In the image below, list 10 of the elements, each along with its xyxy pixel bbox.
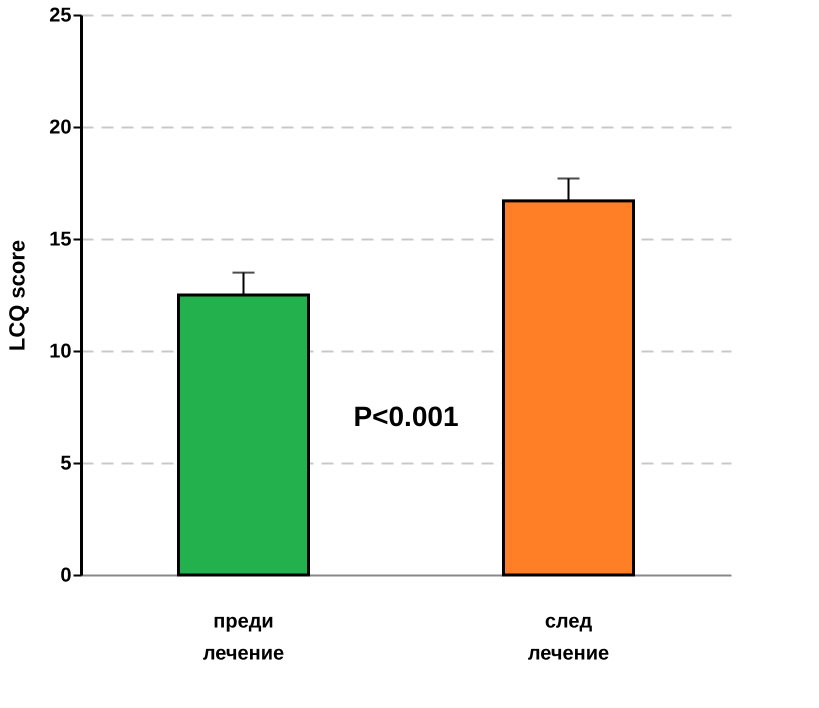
y-tick-label: 10 bbox=[49, 340, 72, 362]
x-tick-label: преди лечение bbox=[202, 610, 284, 664]
y-tick-label: 5 bbox=[60, 452, 72, 474]
annotation: P<0.001 bbox=[353, 401, 459, 432]
y-tick-label: 20 bbox=[49, 116, 72, 138]
y-tick-label: 25 bbox=[49, 4, 72, 26]
y-tick-label: 0 bbox=[60, 564, 72, 586]
y-axis-title: LCQ score bbox=[4, 240, 30, 352]
y-tick-label: 15 bbox=[49, 228, 72, 250]
x-tick-label: след лечение bbox=[528, 610, 610, 664]
